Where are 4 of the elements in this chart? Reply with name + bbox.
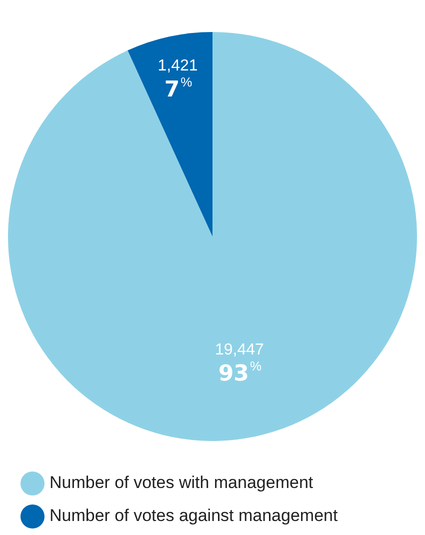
- legend-label: Number of votes against management: [50, 506, 338, 526]
- data-label: 19,447 93%: [214, 341, 264, 386]
- legend-label: Number of votes with management: [50, 473, 314, 492]
- data-label: 1,421 7%: [158, 58, 198, 103]
